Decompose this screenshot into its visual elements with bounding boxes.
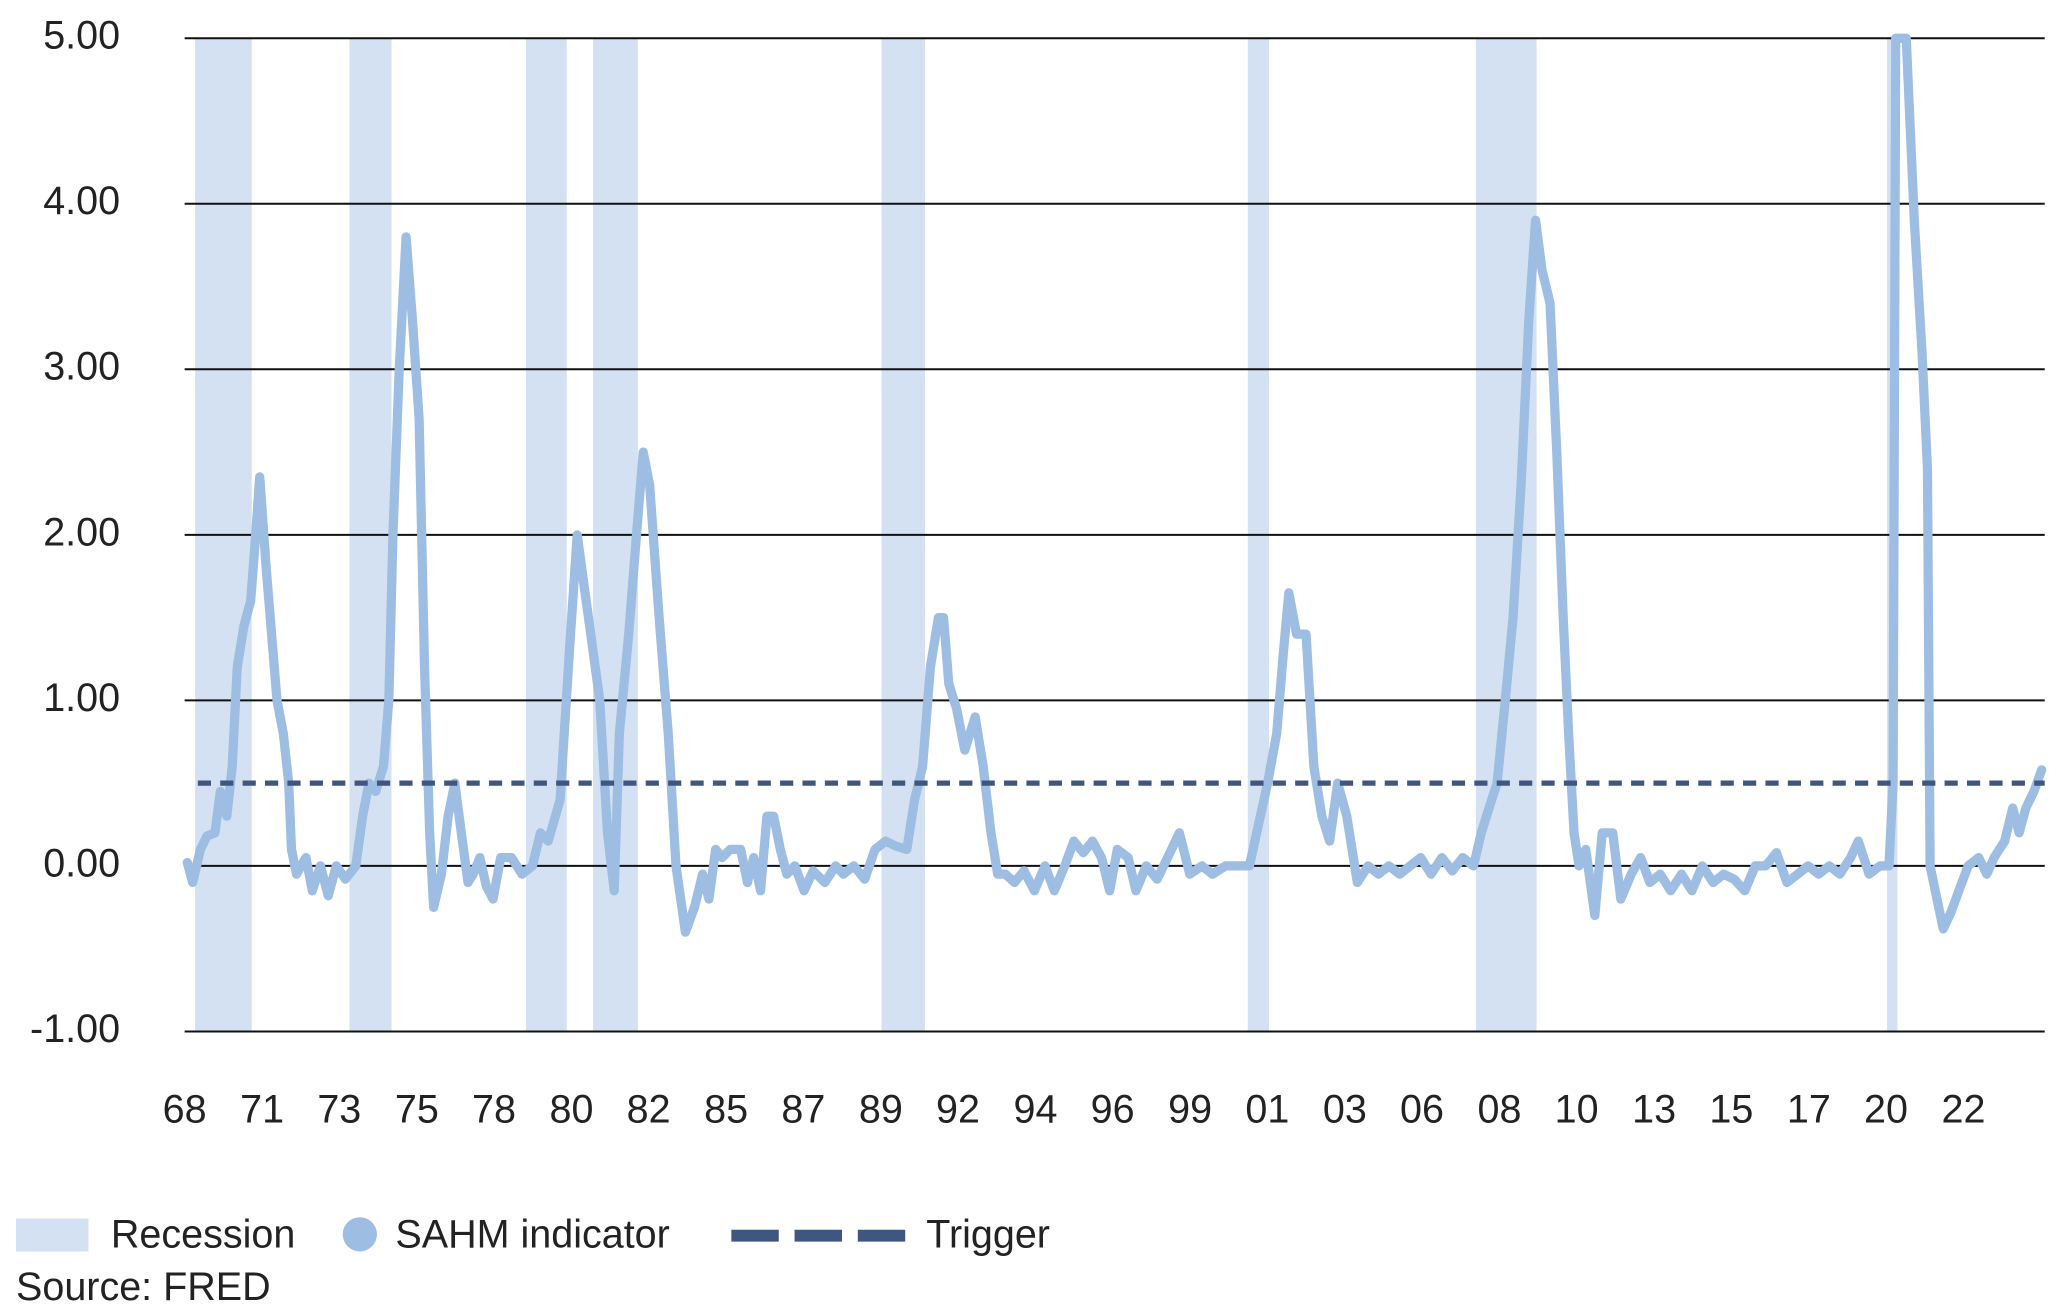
y-tick-label: 5.00 bbox=[43, 14, 120, 58]
x-tick-label: 80 bbox=[550, 1087, 594, 1131]
x-tick-label: 71 bbox=[240, 1087, 284, 1131]
x-tick-label: 08 bbox=[1478, 1087, 1522, 1131]
x-tick-label: 17 bbox=[1787, 1087, 1831, 1131]
x-tick-label: 87 bbox=[781, 1087, 825, 1131]
legend-trigger: Trigger bbox=[926, 1212, 1050, 1256]
legend-sahm: SAHM indicator bbox=[395, 1212, 669, 1256]
x-tick-label: 20 bbox=[1864, 1087, 1908, 1131]
source-note: Source: FRED bbox=[16, 1265, 271, 1309]
x-tick-label: 75 bbox=[395, 1087, 439, 1131]
y-tick-label: 0.00 bbox=[43, 841, 120, 885]
x-tick-label: 82 bbox=[627, 1087, 671, 1131]
legend-recession-swatch bbox=[16, 1218, 89, 1252]
plot: -1.00 0.00 1.00 2.00 3.00 4.00 5.00 68 71 73 75 78 8… bbox=[30, 14, 2047, 1131]
x-tick-label: 22 bbox=[1942, 1087, 1986, 1131]
x-tick-label: 10 bbox=[1555, 1087, 1599, 1131]
y-tick-label: 4.00 bbox=[43, 179, 120, 223]
legend-recession: Recession bbox=[111, 1212, 295, 1256]
x-tick-label: 03 bbox=[1323, 1087, 1367, 1131]
legend-sahm-swatch bbox=[342, 1217, 377, 1252]
x-tick-label: 85 bbox=[704, 1087, 748, 1131]
x-tick-label: 96 bbox=[1091, 1087, 1135, 1131]
x-tick-label: 13 bbox=[1632, 1087, 1676, 1131]
x-tick-label: 94 bbox=[1014, 1087, 1058, 1131]
x-tick-label: 73 bbox=[317, 1087, 361, 1131]
y-tick-label: -1.00 bbox=[30, 1007, 120, 1051]
sahm-line bbox=[182, 33, 2047, 937]
x-tick-label: 89 bbox=[859, 1087, 903, 1131]
x-tick-label: 01 bbox=[1245, 1087, 1289, 1131]
x-tick-label: 78 bbox=[472, 1087, 516, 1131]
y-tick-label: 2.00 bbox=[43, 510, 120, 554]
x-tick-label: 68 bbox=[163, 1087, 207, 1131]
x-tick-label: 06 bbox=[1400, 1087, 1444, 1131]
x-tick-label: 15 bbox=[1709, 1087, 1753, 1131]
y-tick-label: 3.00 bbox=[43, 345, 120, 389]
x-tick-label: 92 bbox=[936, 1087, 980, 1131]
y-tick-label: 1.00 bbox=[43, 676, 120, 720]
x-tick-label: 99 bbox=[1168, 1087, 1212, 1131]
